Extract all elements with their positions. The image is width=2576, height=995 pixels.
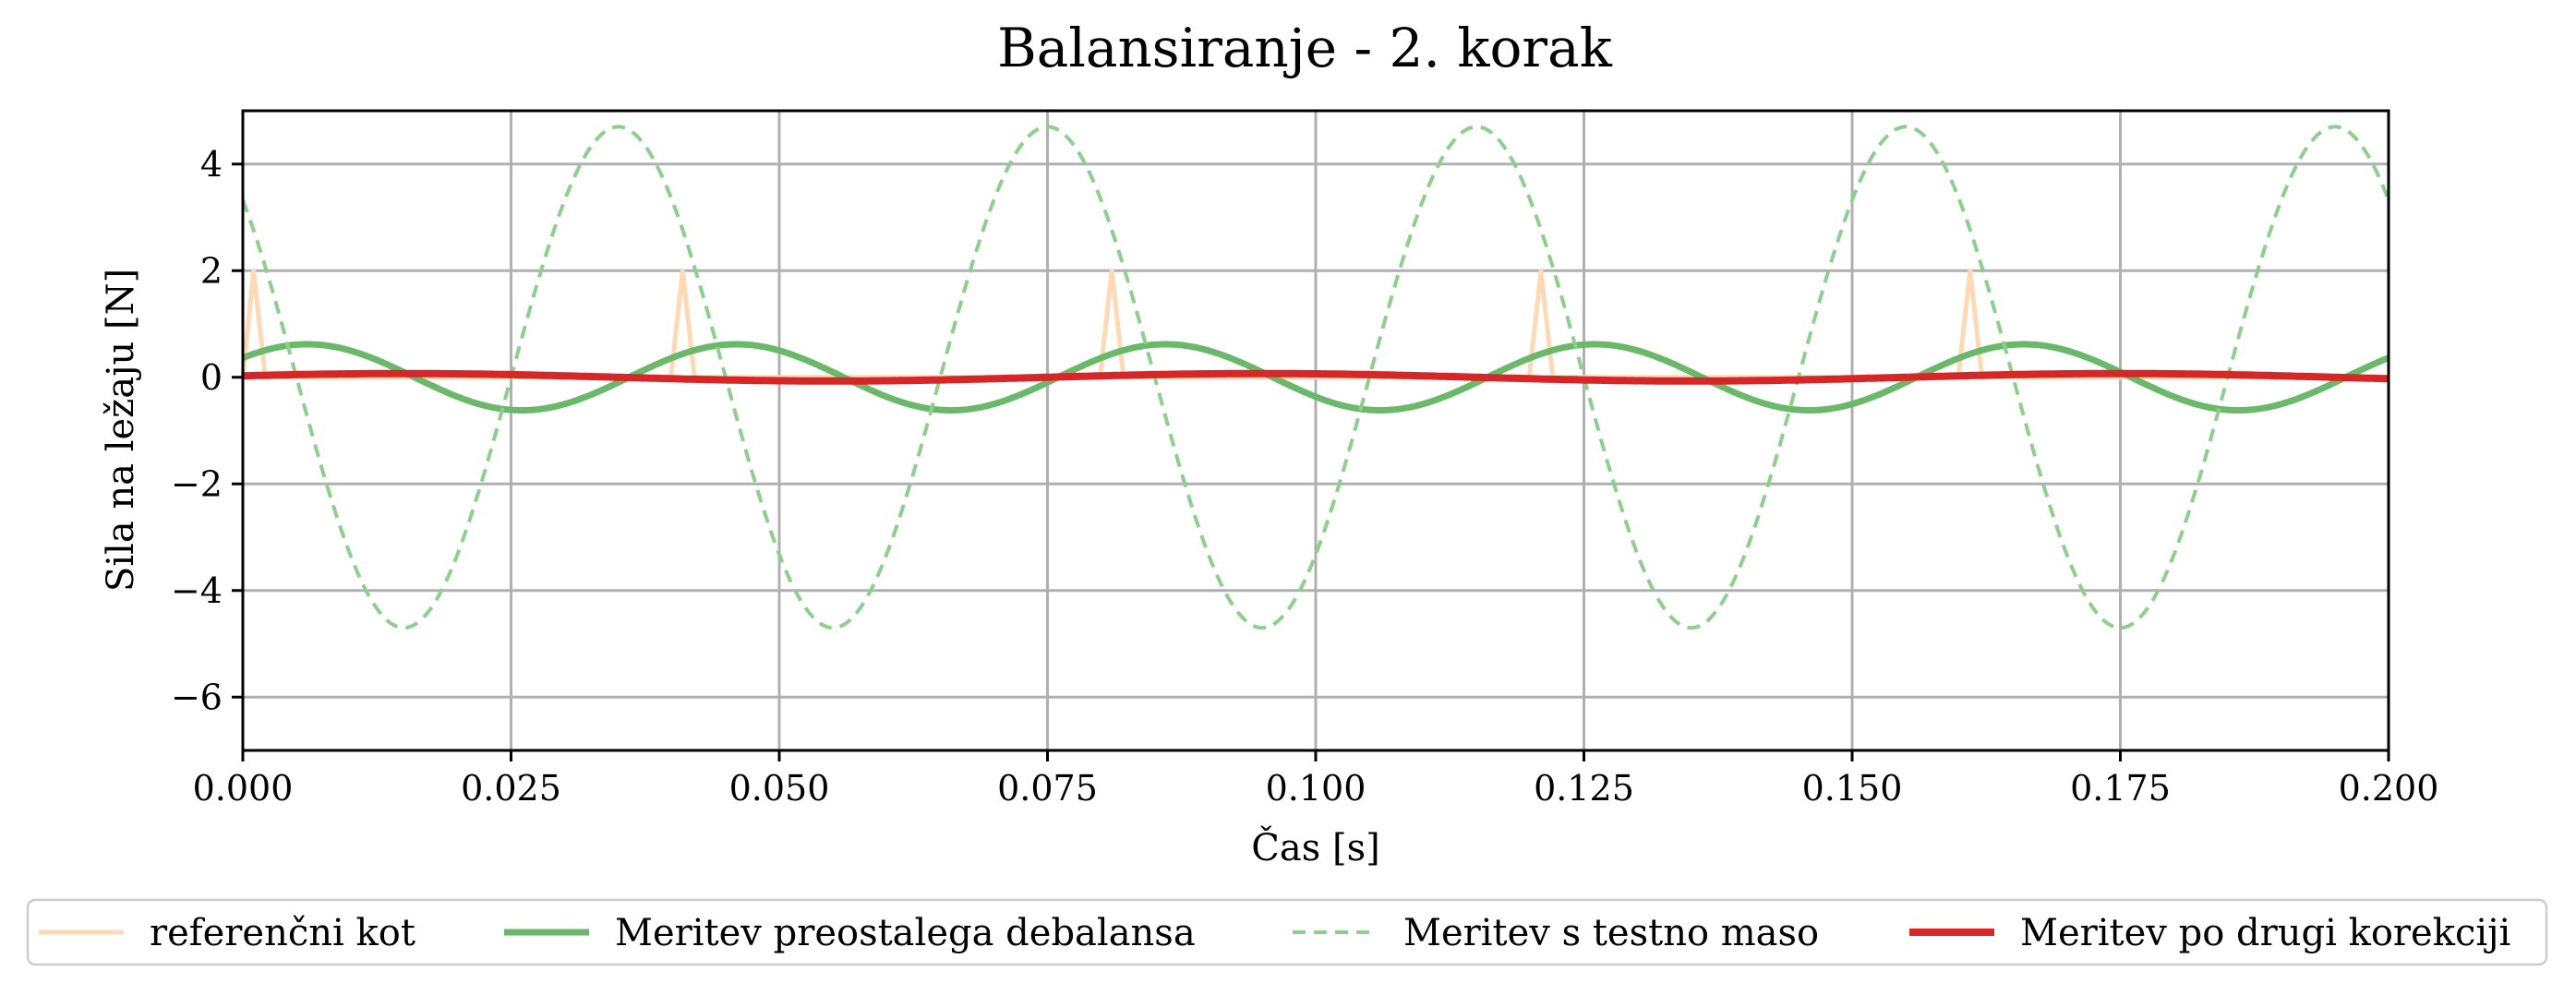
y-axis-label: Sila na ležaju [N] [100, 269, 142, 592]
test-mass-line [241, 125, 2390, 630]
legend-label: referenčni kot [150, 912, 415, 954]
y-tick-label: 2 [200, 250, 223, 291]
x-tick-label: 0.000 [193, 768, 294, 809]
x-tick-label: 0.100 [1266, 768, 1366, 809]
after-correction-line [241, 369, 2390, 385]
y-tick-label: 0 [200, 357, 223, 398]
plot-lines [240, 125, 2390, 630]
x-tick-label: 0.050 [729, 768, 830, 809]
x-tick-label: 0.075 [997, 768, 1098, 809]
x-tick-label: 0.175 [2070, 768, 2171, 809]
x-tick-label: 0.125 [1534, 768, 1634, 809]
residual-unbalance-line [241, 341, 2390, 414]
x-axis-label: Čas [s] [1251, 826, 1379, 869]
x-tick-label: 0.200 [2339, 768, 2439, 809]
legend-label: Meritev preostalega debalansa [615, 912, 1196, 954]
legend: referenčni kot Meritev preostalega debala… [26, 898, 2548, 966]
y-tick-label: −2 [171, 463, 223, 504]
legend-box [26, 898, 2548, 966]
legend-label: Meritev po drugi korekciji [2020, 912, 2510, 954]
axis-ticks: 0.000 0.025 0.050 0.075 0.100 0.125 0.150 0.175… [171, 144, 2438, 809]
y-tick-label: 4 [200, 144, 223, 185]
x-tick-label: 0.150 [1802, 768, 1903, 809]
x-tick-label: 0.025 [461, 768, 561, 809]
grid-lines [241, 111, 2390, 750]
y-tick-label: −6 [171, 677, 223, 717]
y-tick-label: −4 [171, 570, 223, 611]
legend-label: Meritev s testno maso [1403, 912, 1819, 954]
chart-title: Balansiranje - 2. korak [997, 17, 1613, 79]
